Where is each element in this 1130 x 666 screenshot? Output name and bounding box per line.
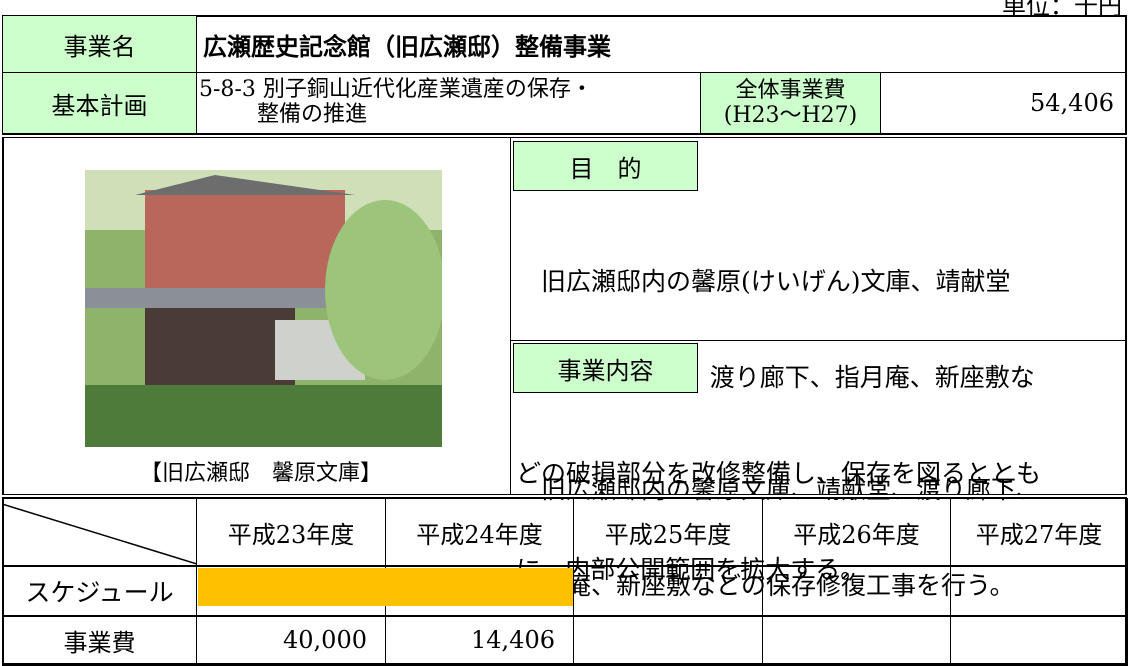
schedule-label: スケジュール xyxy=(25,578,174,607)
content-label: 事業内容 xyxy=(513,343,698,393)
total-cost-label-line: 全体事業費 xyxy=(735,78,846,103)
content-line: 旧広瀬邸内の馨原文庫、靖献堂、渡り廊下、 xyxy=(516,475,1042,504)
photo-caption: 【旧広瀬邸 馨原文庫】 xyxy=(140,461,383,486)
purpose-line: に、内部公開範囲を拡大する。 xyxy=(516,555,866,584)
purpose-line: 旧広瀬邸内の馨原(けいげん)文庫、靖献堂 xyxy=(516,267,1011,296)
plan-line: 5-8-3 別子銅山近代化産業遺産の保存・ xyxy=(199,77,593,102)
cost-label: 事業費 xyxy=(63,628,136,657)
table-cell xyxy=(762,565,951,617)
total-cost-label: 全体事業費 (H23～H27) xyxy=(700,72,881,134)
purpose-line: どの破損部分を改修整備し、保存を図るととも xyxy=(516,459,1042,488)
table-cell xyxy=(950,565,1128,617)
photo xyxy=(85,170,442,447)
content-text: 旧広瀬邸内の馨原文庫、靖献堂、渡り廊下、 指月庵、新座敷などの保存修復工事を行う… xyxy=(516,410,1041,634)
schedule-bar xyxy=(198,568,573,606)
year-header: 平成23年度 xyxy=(227,521,355,549)
table-cell xyxy=(950,498,1128,567)
plan-line: 整備の推進 xyxy=(257,102,368,127)
project-name: 広瀬歴史記念館（旧広瀬邸）整備事業 xyxy=(196,15,1127,73)
corner-diagonal xyxy=(2,503,197,565)
year-header: 平成24年度 xyxy=(416,521,543,549)
table-cell xyxy=(573,615,763,666)
divider xyxy=(510,340,1127,341)
project-label: 事業名 xyxy=(2,15,197,73)
total-cost-value: 54,406 xyxy=(880,72,1127,134)
cost-value: 40,000 xyxy=(283,626,367,654)
year-header: 平成26年度 xyxy=(793,521,920,549)
table-cell xyxy=(762,615,951,666)
content-line: 指月庵、新座敷などの保存修復工事を行う。 xyxy=(516,571,1015,600)
plan-text: 5-8-3 別子銅山近代化産業遺産の保存・ 整備の推進 xyxy=(196,72,701,134)
table-cell xyxy=(950,615,1128,666)
plan-label: 基本計画 xyxy=(2,72,197,134)
purpose-label: 目 的 xyxy=(513,141,698,191)
table-cell xyxy=(573,565,763,617)
year-header: 平成27年度 xyxy=(975,521,1103,549)
cost-value: 14,406 xyxy=(471,626,555,654)
total-cost-label-line: (H23～H27) xyxy=(723,103,858,128)
year-header: 平成25年度 xyxy=(604,521,732,549)
